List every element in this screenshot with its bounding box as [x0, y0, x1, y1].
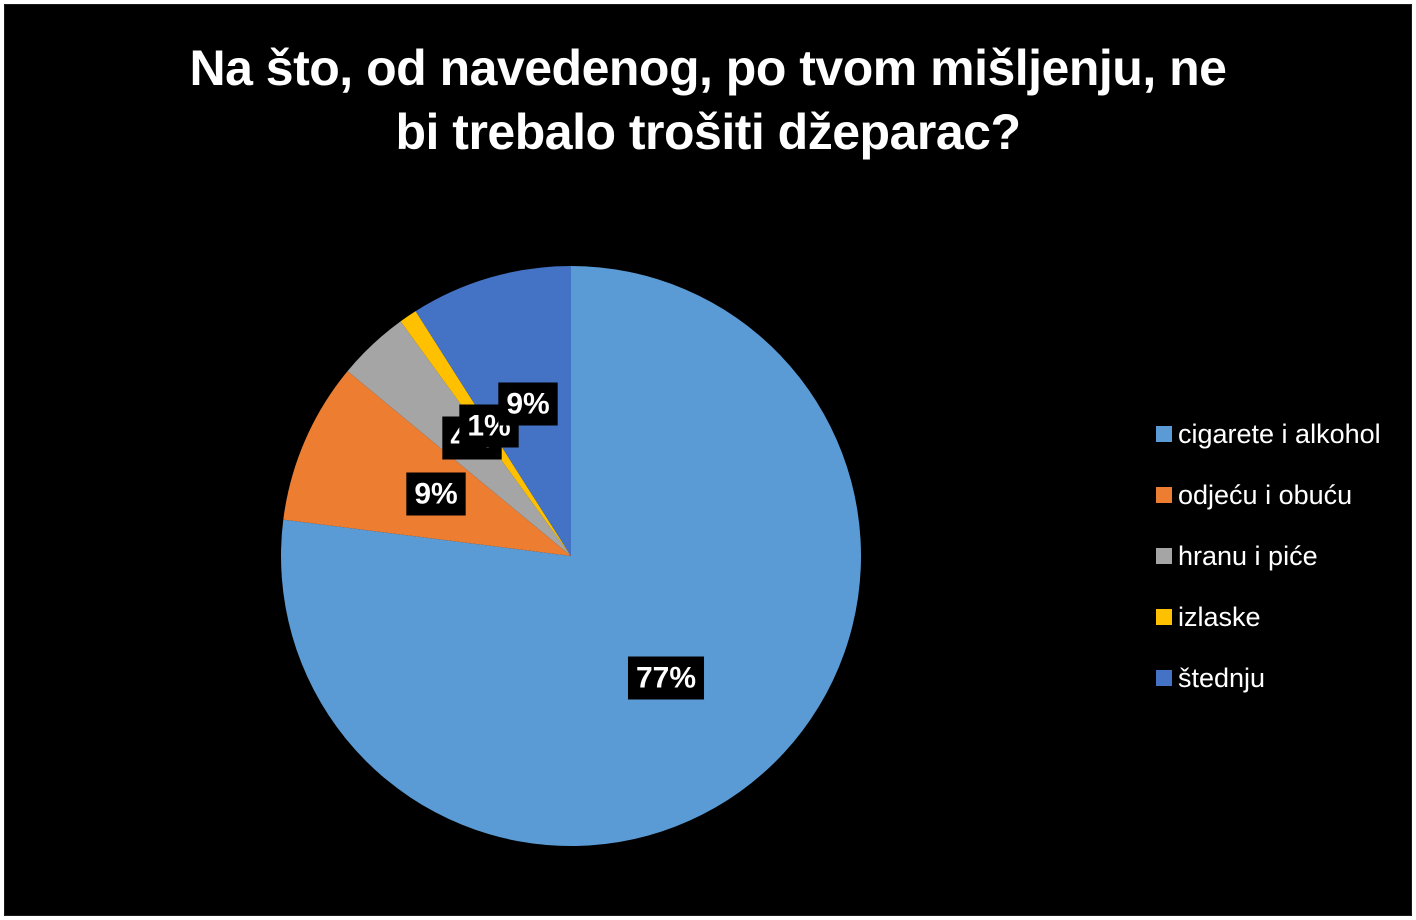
legend-swatch [1156, 426, 1172, 442]
pie-slice-odjecu-i-obucu [283, 371, 571, 556]
chart-legend: cigarete i alkohol odjeću i obuću hranu i … [1156, 419, 1381, 693]
legend-label: odjeću i obuću [1178, 480, 1352, 510]
legend-swatch [1156, 609, 1172, 625]
legend-label: izlaske [1178, 602, 1261, 632]
legend-item-hranu-i-pice: hranu i piće [1156, 541, 1318, 571]
chart-title-line-1: Na što, od navedenog, po tvom mišljenju,… [189, 40, 1227, 96]
legend-swatch [1156, 487, 1172, 503]
legend-swatch [1156, 548, 1172, 564]
legend-label: hranu i piće [1178, 541, 1318, 571]
pie-data-labels: 77%9%4%1%9% [406, 382, 705, 700]
pie-slices [281, 266, 861, 846]
data-label-cigarete-i-alkohol: 77% [627, 656, 705, 700]
data-label-stednju: 9% [498, 382, 558, 426]
legend-swatch [1156, 670, 1172, 686]
legend-item-stednju: štednju [1156, 663, 1265, 693]
chart-title-line-2: bi trebalo trošiti džeparac? [395, 104, 1021, 160]
legend-item-cigarete-i-alkohol: cigarete i alkohol [1156, 419, 1381, 449]
svg-text:9%: 9% [506, 388, 549, 421]
legend-label: cigarete i alkohol [1178, 419, 1381, 449]
svg-text:9%: 9% [414, 478, 457, 511]
svg-text:77%: 77% [636, 662, 696, 695]
legend-label: štednju [1178, 663, 1265, 693]
chart-title: Na što, od navedenog, po tvom mišljenju,… [0, 36, 1416, 164]
legend-item-odjecu-i-obucu: odjeću i obuću [1156, 480, 1352, 510]
legend-item-izlaske: izlaske [1156, 602, 1261, 632]
data-label-odjecu-i-obucu: 9% [406, 472, 466, 516]
